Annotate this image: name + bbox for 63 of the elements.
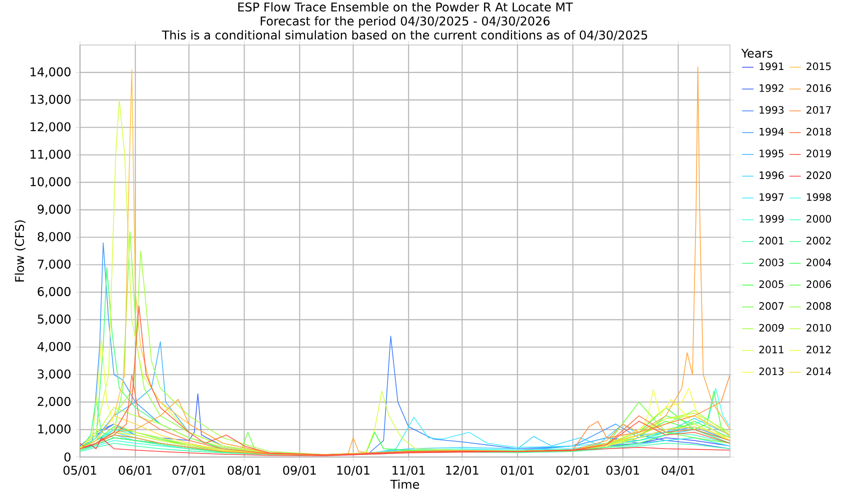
legend-label: 1999: [760, 215, 784, 223]
legend-label: 2018: [806, 128, 831, 136]
y-tick-label: 12,000: [30, 122, 70, 133]
x-tick-label: 04/01: [662, 466, 694, 476]
legend-label: 2011: [759, 346, 784, 354]
x-axis-title: Time: [390, 480, 420, 489]
legend-label: 2006: [806, 280, 832, 288]
chart-subtitle: Forecast for the period 04/30/2025 - 04/30/2026: [260, 16, 550, 28]
y-tick-label: 10,000: [30, 177, 70, 188]
y-tick-label: 8,000: [38, 232, 70, 242]
legend-label: 2020: [806, 171, 831, 180]
y-tick-label: 2,000: [38, 396, 70, 408]
x-tick-label: 05/01: [64, 466, 96, 476]
legend-label: 1993: [760, 106, 784, 114]
legend-label: 2001: [759, 236, 784, 244]
legend-label: 2005: [759, 280, 784, 288]
legend-label: 2013: [759, 368, 784, 376]
legend-label: 2014: [806, 368, 832, 376]
y-tick-label: 7,000: [38, 260, 70, 270]
chart-title: ESP Flow Trace Ensemble on the Powder R At Locate MT: [238, 2, 573, 12]
x-tick-label: 07/01: [172, 466, 206, 476]
legend-label: 1997: [760, 193, 784, 201]
x-tick-label: 08/01: [228, 466, 260, 476]
x-tick-label: 11/01: [392, 466, 425, 476]
legend-label: 1996: [760, 171, 784, 180]
x-tick-label: 12/01: [446, 466, 478, 476]
legend-label: 1994: [760, 128, 784, 136]
legend-label: 2015: [806, 62, 831, 70]
legend-label: 1998: [806, 193, 831, 201]
legend-label: 2003: [759, 258, 784, 266]
y-tick-label: 3,000: [38, 369, 70, 380]
y-tick-label: 5,000: [38, 314, 70, 325]
x-tick-label: 03/01: [606, 466, 640, 476]
x-tick-label: 02/01: [556, 466, 590, 476]
text: This is a conditional simulation based on the current conditions as of 04/30/2025: [162, 30, 648, 40]
x-tick-label: 10/01: [337, 466, 370, 476]
y-tick-label: 0: [64, 452, 70, 462]
legend-label: 1992: [760, 84, 784, 92]
legend-label: 2010: [806, 324, 831, 332]
legend-label: 2008: [806, 302, 831, 310]
legend-title: Years: [741, 48, 772, 58]
legend-label: 2004: [806, 258, 832, 266]
legend-label: 1995: [760, 150, 784, 158]
legend-label: 2016: [806, 84, 832, 92]
legend-label: 1991: [760, 62, 784, 70]
y-axis-title: Flow (CFS): [14, 220, 26, 282]
x-tick-label: 09/01: [283, 466, 316, 476]
y-tick-label: 1,000: [38, 424, 70, 435]
y-tick-label: 4,000: [38, 342, 70, 352]
y-tick-label: 14,000: [30, 67, 70, 78]
x-tick-label: 01/01: [501, 466, 534, 476]
y-tick-label: 6,000: [38, 287, 70, 298]
legend-label: 2000: [806, 215, 831, 223]
legend-label: 2019: [806, 150, 831, 158]
y-tick-label: 13,000: [30, 94, 70, 106]
x-tick-label: 06/01: [118, 466, 152, 476]
legend-label: 2009: [759, 324, 784, 332]
y-tick-label: 11,000: [30, 150, 70, 160]
legend-label: 2017: [806, 106, 831, 114]
legend-label: 2002: [806, 236, 831, 244]
y-tick-label: 9,000: [38, 204, 70, 215]
legend-label: 2007: [759, 302, 784, 310]
legend-label: 2012: [806, 346, 831, 354]
